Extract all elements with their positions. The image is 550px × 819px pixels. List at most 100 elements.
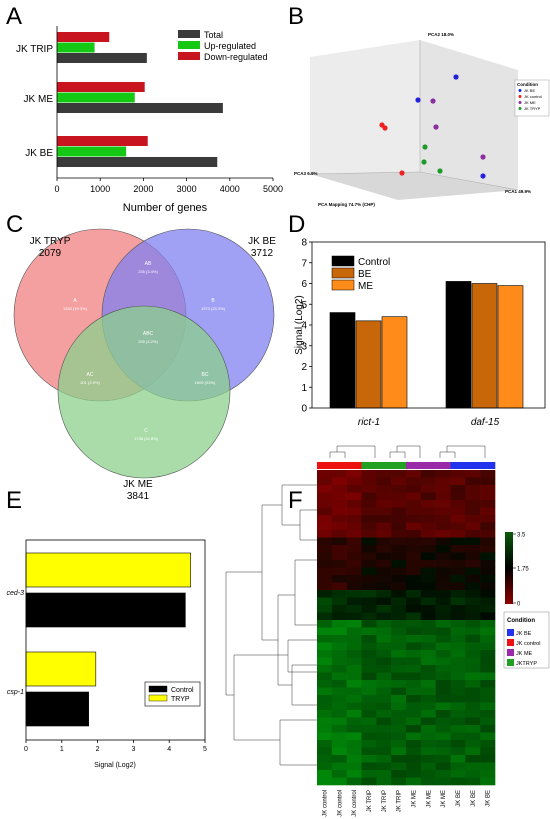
heatmap-cell [376,500,392,508]
pca-caption: PCA Mapping 74.7% (CHP) [318,202,375,207]
heatmap-cell [480,597,496,606]
heatmap-cell [331,537,347,546]
heatmap-cell [391,485,407,493]
heatmap-cell [406,717,422,726]
heatmap-cell [465,582,481,591]
venn-region-abc-id: ABC [143,331,154,337]
heatmap-cell [376,605,392,613]
y-tick-label: 6 [301,279,307,290]
heatmap-cell [406,492,422,501]
heatmap-cell [361,620,377,628]
heatmap-cell [317,642,333,651]
heatmap-cell [331,732,347,741]
heatmap-cell [391,665,407,673]
heatmap-cell [376,762,392,771]
category-label: JK BE [25,148,53,159]
heatmap-cell [465,545,481,553]
heatmap-cell [450,522,466,531]
legend-swatch [507,629,514,636]
heatmap-cell [391,515,407,523]
panel-d-chart: rict-1 daf-15 0 1 2 3 4 5 6 7 8 Signal (Log2) Cont… [294,238,546,428]
legend-swatch [331,255,355,267]
legend-label: Control [171,687,194,694]
heatmap-cell [420,620,436,628]
heatmap-cell [391,687,407,696]
heatmap-cell [376,515,392,523]
heatmap-cell [361,702,377,711]
heatmap-cell [450,695,466,703]
heatmap-cell [331,552,347,561]
legend-label: Up-regulated [204,41,256,51]
panel-e-chart: ced-3 csp-1 0 1 2 3 4 5 Signal (Log2) Control TR… [6,539,207,769]
heatmap-cell [317,725,333,733]
heatmap-cell [391,507,407,516]
heatmap-cell [391,620,407,628]
heatmap-cell [435,635,451,643]
heatmap-cell [346,560,362,568]
heatmap-cell [346,522,362,531]
heatmap-cell [391,492,407,501]
heatmap-cell [435,657,451,666]
heatmap-cell [480,507,496,516]
heatmap-cell [450,687,466,696]
heatmap-cell [376,725,392,733]
panel-f-heatmap: JK control JK control JK control JK TRIP JK … [225,445,550,817]
bar-ced-3-tryp [25,552,191,588]
heatmap-cell [465,590,481,598]
heatmap-cell [317,717,333,726]
heatmap-cell [361,762,377,771]
legend-marker [518,101,522,104]
heatmap-cell [435,485,451,493]
bar-jk-me-up-regulated [57,92,135,103]
heatmap-cell [331,605,347,613]
heatmap-cell [361,657,377,666]
heatmap-cell [465,515,481,523]
heatmap-cell [317,777,333,786]
heatmap-cell [391,725,407,733]
legend-label: JKTRYP [516,661,537,667]
heatmap-cell [435,672,451,681]
heatmap-cell [465,620,481,628]
heatmap-cell [376,732,392,741]
heatmap-cell [480,500,496,508]
heatmap-cell [331,710,347,718]
heatmap-cell [391,582,407,591]
heatmap-cell [450,710,466,718]
heatmap-cell [480,755,496,763]
heatmap-cell [361,755,377,763]
heatmap-cell [317,732,333,741]
heatmap-cell [376,537,392,546]
heatmap-cell [331,702,347,711]
heatmap-cell [450,492,466,501]
heatmap-cell [406,732,422,741]
heatmap-cell [406,605,422,613]
heatmap-cell [420,732,436,741]
heatmap-cell [450,470,466,478]
y-tick-label: 7 [301,258,307,269]
heatmap-cell [406,695,422,703]
heatmap-cell [480,732,496,741]
heatmap-cell [361,500,377,508]
heatmap-cell [450,777,466,786]
heatmap-cell [406,747,422,756]
heatmap-cell [450,770,466,778]
heatmap-cell [420,507,436,516]
heatmap-cell [361,650,377,658]
heatmap-cell [346,605,362,613]
heatmap-cell [450,500,466,508]
heatmap-cell [480,740,496,748]
heatmap-cell [480,560,496,568]
bar-jk-trip-total [57,53,147,63]
heatmap-cell [317,485,333,493]
pca-point-jk-control [399,170,405,176]
legend-label: ME [358,281,373,292]
heatmap-cell [450,635,466,643]
heatmap-cell [465,642,481,651]
heatmap-cell [420,537,436,546]
heatmap-cell [391,747,407,756]
heatmap-cell [346,725,362,733]
heatmap-cell [346,657,362,666]
pca2-label: PCA2 18.0% [428,32,454,37]
heatmap-cell [420,597,436,606]
heatmap-cell [465,762,481,771]
